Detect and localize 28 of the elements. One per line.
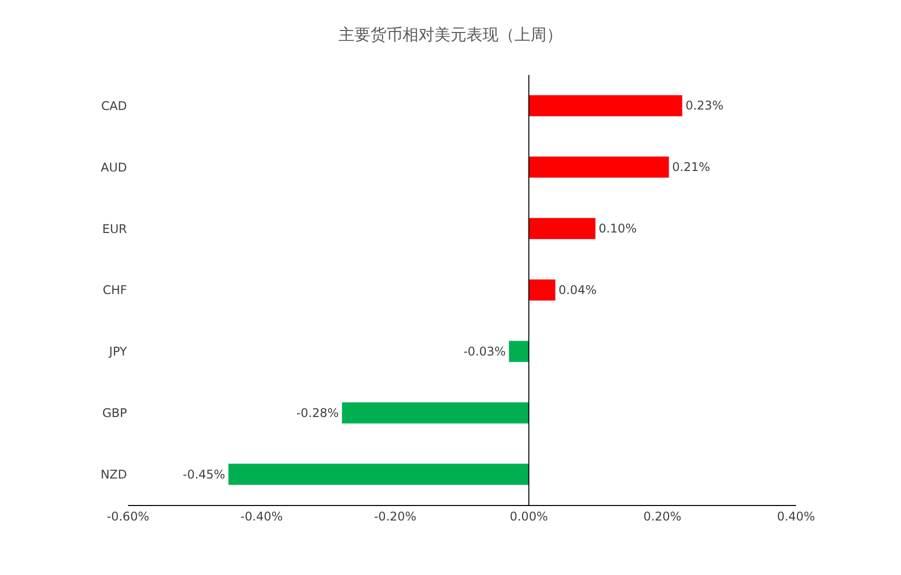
bar <box>528 279 556 301</box>
bar <box>342 402 530 424</box>
x-tick-label: 0.20% <box>643 509 682 524</box>
data-label: -0.03% <box>463 344 506 358</box>
data-label: 0.21% <box>672 160 710 174</box>
data-label: 0.04% <box>558 283 597 297</box>
x-tick-label: -0.40% <box>240 509 283 524</box>
x-tick-label: 0.00% <box>510 509 548 524</box>
y-tick-label: JPY <box>108 344 128 359</box>
y-tick-label: EUR <box>102 222 127 236</box>
y-tick-label: NZD <box>100 467 127 482</box>
bar <box>528 94 683 117</box>
chart-title: 主要货币相对美元表现（上周） <box>338 24 562 44</box>
y-tick-label: CAD <box>101 98 127 113</box>
x-tick-label: 0.40% <box>776 509 816 524</box>
x-tick-label: -0.60% <box>106 509 150 524</box>
data-label: 0.10% <box>598 222 637 236</box>
data-label: -0.45% <box>182 467 226 482</box>
x-tick-label: -0.20% <box>374 509 416 524</box>
bar <box>228 463 530 486</box>
y-tick-label: GBP <box>102 406 127 420</box>
y-tick-label: CHF <box>102 283 128 298</box>
y-tick-label: AUD <box>100 160 127 174</box>
data-label: 0.23% <box>685 98 724 113</box>
bar <box>508 340 530 362</box>
bar <box>528 156 670 178</box>
bar <box>528 218 596 240</box>
data-label: -0.28% <box>296 406 339 420</box>
